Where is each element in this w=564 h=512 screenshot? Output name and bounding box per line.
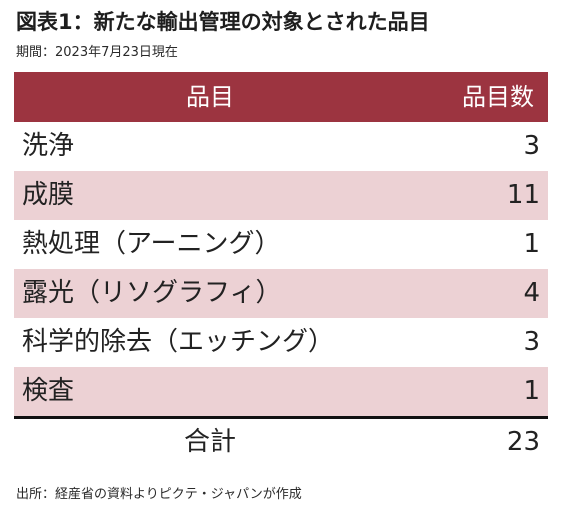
table-row: 成膜 11 <box>14 171 548 220</box>
row-count: 3 <box>523 327 540 357</box>
total-row: 合計 23 <box>14 419 548 465</box>
row-name: 熱処理（アーニング） <box>22 229 281 259</box>
table-header: 品目 品目数 <box>14 72 548 122</box>
total-divider <box>14 416 548 419</box>
header-item: 品目 <box>186 83 234 111</box>
row-name: 露光（リソグラフィ） <box>22 278 282 308</box>
row-count: 3 <box>523 131 540 161</box>
header-count: 品目数 <box>462 83 534 111</box>
row-count: 4 <box>523 278 540 308</box>
total-count: 23 <box>506 427 540 457</box>
source-note: 出所：経産省の資料よりピクテ・ジャパンが作成 <box>16 487 302 502</box>
table-row: 露光（リソグラフィ） 4 <box>14 269 548 318</box>
row-name: 科学的除去（エッチング） <box>22 327 335 357</box>
row-count: 11 <box>506 180 540 210</box>
figure-title: 図表1：新たな輸出管理の対象とされた品目 <box>16 10 430 34</box>
row-count: 1 <box>523 229 540 259</box>
table-row: 洗浄 3 <box>14 122 548 171</box>
total-label: 合計 <box>183 427 236 457</box>
row-name: 洗浄 <box>22 131 75 161</box>
row-name: 検査 <box>22 376 75 406</box>
table-row: 検査 1 <box>14 367 548 416</box>
period-note: 期間：2023年7月23日現在 <box>16 45 178 60</box>
row-name: 成膜 <box>22 180 75 210</box>
table-row: 科学的除去（エッチング） 3 <box>14 318 548 367</box>
row-count: 1 <box>523 376 540 406</box>
table-row: 熱処理（アーニング） 1 <box>14 220 548 269</box>
export-control-table: 品目 品目数 洗浄 3 成膜 11 熱処理（アーニング） 1 露光（リソグラフィ… <box>14 72 548 465</box>
